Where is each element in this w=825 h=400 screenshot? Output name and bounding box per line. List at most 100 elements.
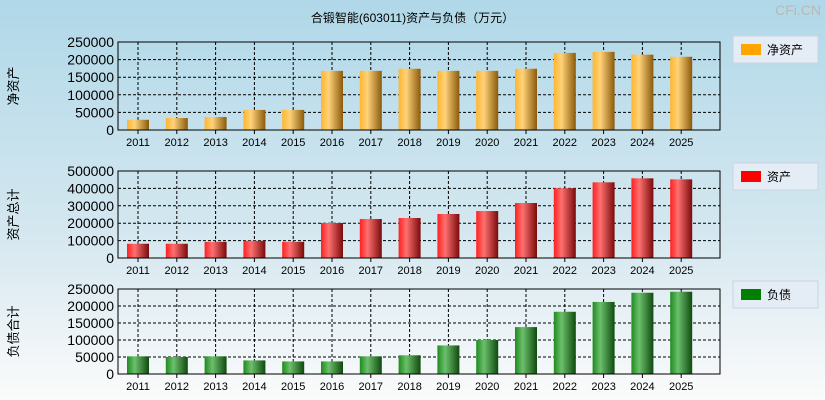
x-tick-label: 2023 bbox=[591, 137, 615, 149]
bar-负债-2022 bbox=[553, 311, 576, 374]
bar-净资产-2011 bbox=[127, 119, 149, 130]
legend-swatch bbox=[741, 44, 761, 55]
chart-title: 合锻智能(603011)资产与负债（万元） bbox=[310, 11, 515, 25]
x-tick-label: 2012 bbox=[165, 137, 189, 149]
x-tick-label: 2020 bbox=[475, 137, 499, 149]
legend-swatch bbox=[741, 171, 761, 182]
x-tick-label: 2024 bbox=[630, 265, 654, 277]
x-tick-label: 2014 bbox=[242, 265, 266, 277]
bar-净资产-2014 bbox=[243, 109, 266, 130]
x-tick-label: 2025 bbox=[669, 381, 693, 393]
bar-负债-2017 bbox=[359, 356, 382, 374]
y-axis-label: 负债合计 bbox=[6, 305, 21, 357]
x-tick-label: 2012 bbox=[165, 381, 189, 393]
y-tick-label: 300000 bbox=[67, 198, 114, 214]
bar-净资产-2017 bbox=[359, 70, 382, 130]
bar-资产-2016 bbox=[321, 223, 343, 258]
bar-资产-2015 bbox=[282, 241, 305, 258]
y-tick-label: 400000 bbox=[67, 180, 114, 196]
bar-资产-2018 bbox=[398, 217, 421, 258]
bar-净资产-2022 bbox=[553, 52, 576, 130]
bar-资产-2012 bbox=[165, 243, 188, 258]
x-tick-label: 2017 bbox=[359, 381, 383, 393]
x-tick-label: 2016 bbox=[320, 265, 344, 277]
y-tick-label: 250000 bbox=[67, 34, 114, 50]
y-tick-label: 50000 bbox=[75, 349, 114, 365]
x-tick-label: 2022 bbox=[553, 265, 577, 277]
y-tick-label: 200000 bbox=[67, 52, 114, 68]
y-tick-label: 0 bbox=[106, 122, 114, 138]
bar-资产-2017 bbox=[359, 219, 382, 258]
bar-负债-2021 bbox=[515, 327, 537, 374]
bar-净资产-2016 bbox=[321, 70, 343, 130]
x-tick-label: 2022 bbox=[553, 137, 577, 149]
bar-负债-2023 bbox=[592, 301, 615, 374]
x-tick-label: 2020 bbox=[475, 265, 499, 277]
x-tick-label: 2011 bbox=[126, 381, 150, 393]
plot-frame bbox=[117, 288, 721, 375]
x-tick-label: 2017 bbox=[359, 265, 383, 277]
x-tick-label: 2022 bbox=[553, 381, 577, 393]
x-tick-label: 2011 bbox=[126, 137, 150, 149]
x-tick-label: 2016 bbox=[320, 381, 344, 393]
x-tick-label: 2013 bbox=[203, 137, 227, 149]
bar-负债-2025 bbox=[670, 291, 693, 374]
bar-负债-2020 bbox=[476, 340, 499, 374]
bar-净资产-2015 bbox=[282, 109, 305, 130]
y-tick-label: 200000 bbox=[67, 298, 114, 314]
bar-资产-2019 bbox=[437, 213, 460, 258]
x-tick-label: 2021 bbox=[514, 265, 538, 277]
bar-资产-2014 bbox=[243, 240, 266, 258]
bar-净资产-2023 bbox=[592, 51, 615, 130]
bar-资产-2022 bbox=[553, 188, 576, 258]
bar-负债-2018 bbox=[398, 355, 421, 374]
bar-净资产-2020 bbox=[476, 70, 499, 130]
y-tick-label: 150000 bbox=[67, 69, 114, 85]
x-tick-label: 2011 bbox=[126, 265, 150, 277]
x-tick-label: 2018 bbox=[397, 381, 421, 393]
bar-资产-2013 bbox=[204, 241, 227, 258]
y-tick-label: 200000 bbox=[67, 215, 114, 231]
bar-资产-2025 bbox=[670, 179, 693, 258]
y-tick-label: 150000 bbox=[67, 315, 114, 331]
x-tick-label: 2018 bbox=[397, 265, 421, 277]
y-tick-label: 500000 bbox=[67, 163, 114, 179]
x-tick-label: 2018 bbox=[397, 137, 421, 149]
legend-swatch bbox=[741, 289, 761, 300]
y-tick-label: 100000 bbox=[67, 233, 114, 249]
y-axis-label: 资产总计 bbox=[6, 188, 21, 240]
x-tick-label: 2015 bbox=[281, 137, 305, 149]
bar-资产-2020 bbox=[476, 211, 499, 258]
y-tick-label: 100000 bbox=[67, 87, 114, 103]
x-tick-label: 2013 bbox=[203, 381, 227, 393]
x-tick-label: 2015 bbox=[281, 265, 305, 277]
bar-净资产-2025 bbox=[670, 56, 693, 131]
bar-负债-2011 bbox=[127, 356, 149, 374]
plot-frame bbox=[117, 170, 721, 259]
legend-label: 资产 bbox=[767, 170, 791, 184]
y-tick-label: 0 bbox=[106, 250, 114, 266]
x-tick-label: 2019 bbox=[436, 381, 460, 393]
bar-资产-2021 bbox=[515, 203, 537, 258]
bar-负债-2015 bbox=[282, 361, 305, 374]
y-tick-label: 0 bbox=[106, 366, 114, 382]
bar-资产-2023 bbox=[592, 182, 615, 258]
x-tick-label: 2020 bbox=[475, 381, 499, 393]
y-axis-label: 净资产 bbox=[6, 66, 21, 105]
y-tick-label: 50000 bbox=[75, 104, 114, 120]
x-tick-label: 2021 bbox=[514, 381, 538, 393]
x-tick-label: 2015 bbox=[281, 381, 305, 393]
x-tick-label: 2024 bbox=[630, 137, 654, 149]
bar-资产-2011 bbox=[127, 243, 149, 258]
bar-净资产-2024 bbox=[631, 54, 654, 131]
x-tick-label: 2014 bbox=[242, 137, 266, 149]
bar-净资产-2021 bbox=[515, 68, 537, 130]
watermark: CFi.CN bbox=[775, 2, 821, 18]
bar-负债-2019 bbox=[437, 345, 460, 374]
x-tick-label: 2017 bbox=[359, 137, 383, 149]
bar-净资产-2012 bbox=[165, 118, 188, 130]
bar-负债-2012 bbox=[165, 357, 188, 374]
bar-净资产-2013 bbox=[204, 116, 227, 130]
bar-负债-2013 bbox=[204, 356, 227, 374]
